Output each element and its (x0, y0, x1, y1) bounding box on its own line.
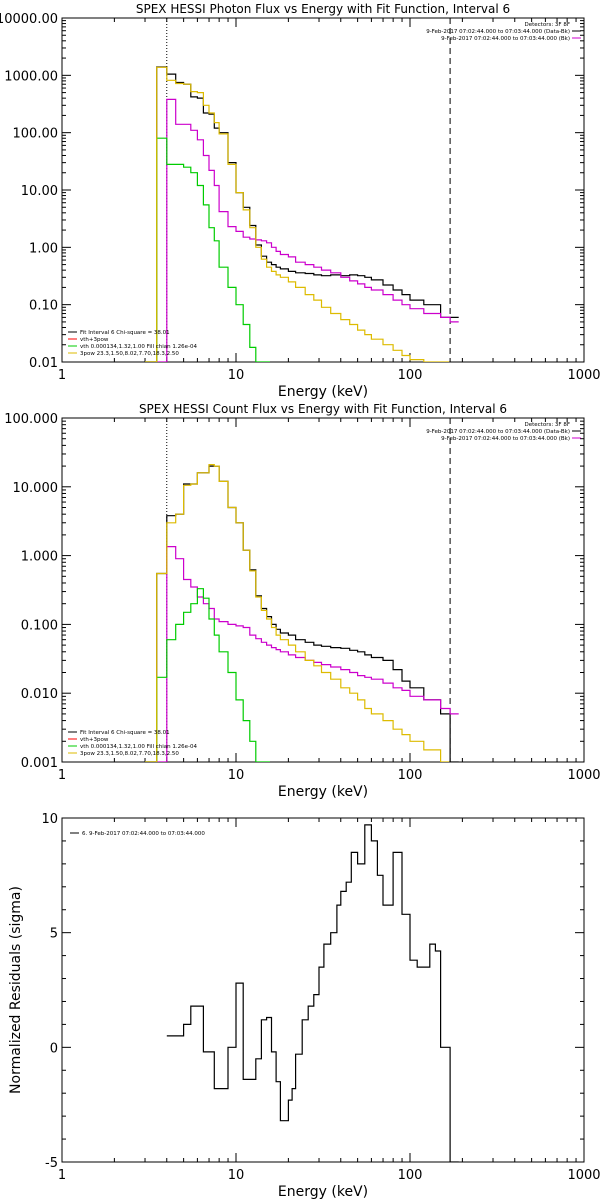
legend-entry: 6. 9-Feb-2017 07:02:44.000 to 07:03:44.0… (82, 831, 205, 837)
legend-entry: Detectors: 3F 8F (524, 22, 570, 28)
legend-entry: vth 0.000134,1.32,1.00 Fill chian 1.26e-… (80, 744, 197, 750)
chart-title: SPEX HESSI Count Flux vs Energy with Fit… (139, 402, 507, 416)
x-tick-label: 100 (398, 368, 423, 383)
y-tick-label: 1.00 (29, 241, 58, 256)
y-tick-label: 10000.00 (0, 12, 58, 27)
residuals-panel: 1 10 100 1000 -5 0 5 10 Energy (keV) Normalized R… (8, 812, 600, 1200)
y-tick-label: 1.000 (21, 550, 58, 565)
y-tick-label: 10 (41, 812, 58, 827)
y-tick-label: -5 (45, 1156, 58, 1171)
x-tick-label: 1 (58, 368, 66, 383)
count-flux-panel: 1 10 100 1000 0.001 0.010 0.100 1.000 10.000 100.… (4, 402, 600, 800)
y-tick-label: 0.010 (21, 687, 58, 702)
legend-entry: 3pow 23.3,1.50,8.02,7.70,18.3,2.50 (80, 751, 179, 757)
legend-entry: 9-Feb-2017 07:02:44.000 to 07:03:44.000 … (426, 429, 570, 435)
axes-frame (61, 417, 585, 763)
series-line (145, 464, 450, 762)
series-group (145, 464, 459, 762)
x-tick-label: 1 (58, 768, 66, 783)
axes-frame (61, 817, 585, 1163)
y-tick-label: 1000.00 (4, 69, 58, 84)
series-line (145, 465, 459, 762)
y-tick-label: 100.000 (4, 412, 58, 427)
x-tick-label: 10 (228, 768, 245, 783)
series-line (145, 588, 270, 762)
legend-entry: Fit Interval 6 Chi-square = 38.01 (80, 330, 170, 336)
x-axis-label: Energy (keV) (278, 784, 368, 800)
legend-entry: 9-Feb-2017 07:02:44.000 to 07:03:44.000 … (426, 29, 570, 35)
y-tick-label: 0.10 (29, 299, 58, 314)
y-tick-label: 0.001 (21, 756, 58, 771)
legend-entry: 9-Feb-2017 07:02:44.000 to 07:03:44.000 … (441, 36, 570, 42)
chart-title: SPEX HESSI Photon Flux vs Energy with Fi… (136, 2, 510, 16)
y-tick-label: 10.00 (21, 184, 58, 199)
x-tick-label: 100 (398, 1168, 423, 1183)
y-tick-label: 100.00 (13, 127, 59, 142)
series-line (145, 98, 459, 362)
y-tick-label: 5 (50, 927, 58, 942)
legend-entry: 3pow 23.3,1.50,8.02,7.70,18.3,2.50 (80, 351, 179, 357)
series-line (166, 824, 459, 1162)
legend-entry: vth+3pow (80, 737, 109, 743)
y-tick-label: 0 (50, 1041, 58, 1056)
axes-frame (61, 17, 585, 363)
photon-flux-panel: 1 10 100 1000 0.01 0.10 1.00 10.00 100.00 1000.00… (0, 2, 600, 400)
series-line (145, 66, 450, 362)
x-tick-label: 100 (398, 768, 423, 783)
legend-entry: Fit Interval 6 Chi-square = 38.01 (80, 730, 170, 736)
x-tick-label: 10 (228, 1168, 245, 1183)
x-axis-label: Energy (keV) (278, 1184, 368, 1200)
x-tick-label: 1000 (567, 768, 600, 783)
series-line (145, 137, 270, 362)
legend-entry: vth+3pow (80, 337, 109, 343)
legend-entry: vth 0.000134,1.32,1.00 Fill chian 1.26e-… (80, 344, 197, 350)
x-tick-label: 1000 (567, 368, 600, 383)
y-tick-label: 10.000 (13, 481, 59, 496)
series-group (166, 824, 459, 1162)
y-tick-label: 0.100 (21, 618, 58, 633)
y-axis-label: Normalized Residuals (sigma) (8, 886, 24, 1094)
series-line (145, 66, 459, 362)
legend-entry: Detectors: 3F 8F (524, 422, 570, 428)
x-tick-label: 10 (228, 368, 245, 383)
y-tick-label: 0.01 (29, 356, 58, 371)
series-line (145, 546, 459, 762)
x-axis-label: Energy (keV) (278, 384, 368, 400)
x-tick-label: 1000 (567, 1168, 600, 1183)
x-tick-label: 1 (58, 1168, 66, 1183)
series-group (145, 66, 459, 362)
legend-entry: 9-Feb-2017 07:02:44.000 to 07:03:44.000 … (441, 436, 570, 442)
